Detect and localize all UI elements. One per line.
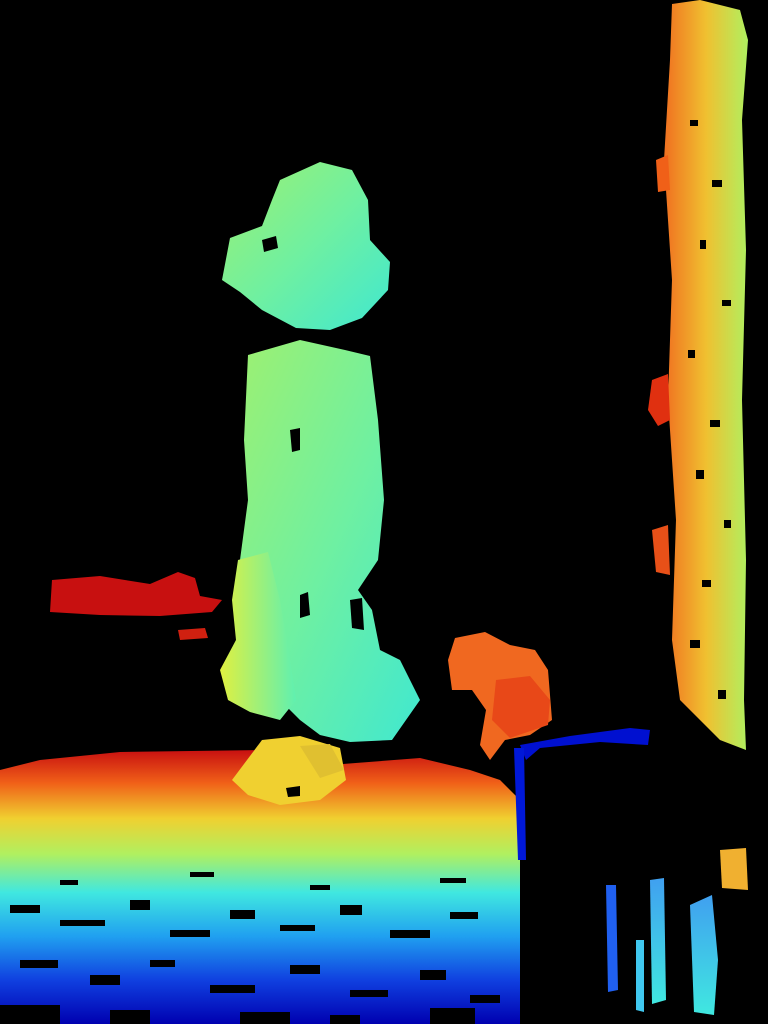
right-wall-region [648, 0, 748, 890]
orange-object-region [448, 632, 552, 760]
far-shelf-region [50, 572, 222, 640]
figure-region [220, 162, 420, 805]
foreground-object-region [514, 728, 718, 1015]
floor-region [0, 750, 520, 1024]
